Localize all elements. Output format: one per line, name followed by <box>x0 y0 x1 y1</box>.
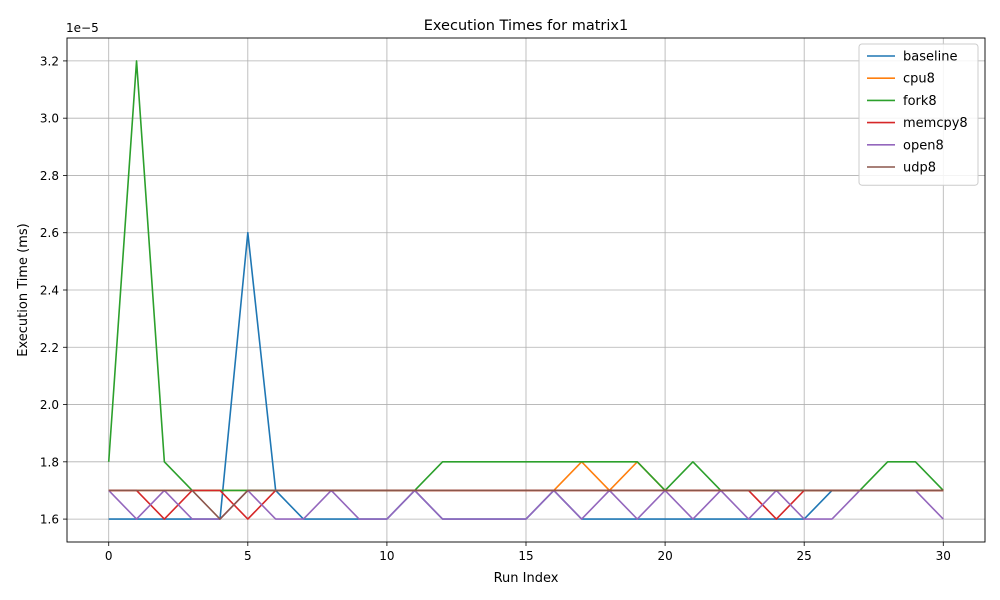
y-tick-label: 3.0 <box>40 112 59 126</box>
x-tick-label: 30 <box>936 549 951 563</box>
y-tick-label: 1.8 <box>40 455 59 469</box>
legend-label-udp8: udp8 <box>903 161 936 176</box>
series-lines <box>107 60 944 520</box>
x-tick-label: 0 <box>105 549 113 563</box>
y-axis-label: Execution Time (ms) <box>16 223 31 356</box>
chart-title: Execution Times for matrix1 <box>424 18 628 34</box>
legend-label-memcpy8: memcpy8 <box>903 116 968 131</box>
legend-box <box>858 43 979 186</box>
y-tick-label: 1.6 <box>40 513 59 527</box>
series-line-udp8 <box>108 489 944 520</box>
x-tick-label: 25 <box>797 549 812 563</box>
y-tick-label: 2.8 <box>40 169 59 183</box>
x-axis-ticks: 0 5 10 15 20 25 30 <box>105 542 951 563</box>
y-tick-label: 3.2 <box>40 54 59 68</box>
x-tick-label: 10 <box>379 549 394 563</box>
grid-lines <box>67 38 985 542</box>
legend: baseline cpu8 fork8 memcpy8 open8 udp8 <box>858 43 979 186</box>
y-axis-ticks: 1.6 1.8 2.0 2.2 2.4 2.6 2.8 3.0 3.2 <box>40 54 67 527</box>
x-tick-label: 15 <box>518 549 533 563</box>
x-axis-label: Run Index <box>494 571 559 586</box>
legend-label-fork8: fork8 <box>903 94 937 109</box>
y-axis-offset-text: 1e−5 <box>66 21 99 35</box>
y-tick-label: 2.4 <box>40 284 59 298</box>
legend-label-open8: open8 <box>903 138 944 153</box>
y-tick-label: 2.6 <box>40 226 59 240</box>
x-tick-label: 20 <box>657 549 672 563</box>
legend-label-baseline: baseline <box>903 50 957 65</box>
y-tick-label: 2.0 <box>40 398 59 412</box>
y-tick-label: 2.2 <box>40 341 59 355</box>
legend-label-cpu8: cpu8 <box>903 72 935 87</box>
x-tick-label: 5 <box>244 549 252 563</box>
